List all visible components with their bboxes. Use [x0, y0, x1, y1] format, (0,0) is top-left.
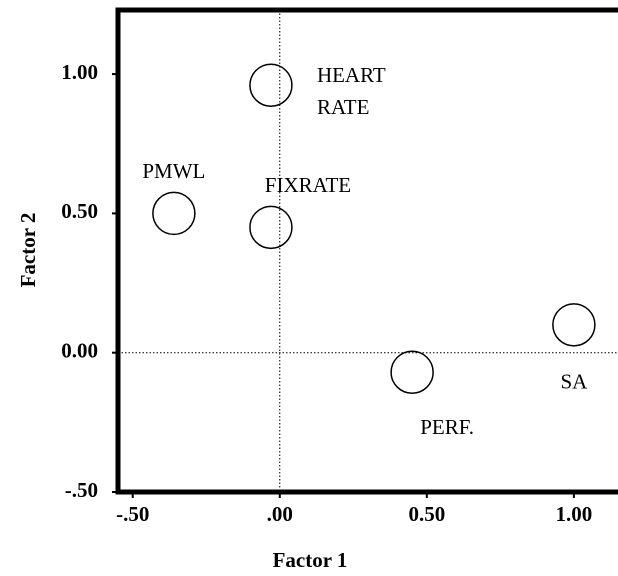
point-label-line: HEART — [317, 63, 386, 87]
point — [390, 350, 434, 394]
point-label: HEART RATE — [317, 63, 386, 119]
point — [152, 191, 196, 236]
y-tick-label: -.50 — [65, 478, 98, 502]
point-label-line: RATE — [317, 95, 370, 119]
x-axis-label: Factor 1 — [273, 548, 348, 572]
point — [552, 303, 596, 347]
x-tick-label: -.50 — [116, 502, 149, 526]
x-tick-label: .00 — [267, 502, 293, 526]
point — [249, 205, 293, 250]
y-tick-label: 0.00 — [61, 339, 98, 363]
point-label: FIXRATE — [265, 173, 351, 197]
x-tick-label: 1.00 — [556, 502, 593, 526]
y-tick-label: 1.00 — [61, 60, 98, 84]
y-axis-label: Factor 2 — [16, 213, 40, 288]
point-label: PMWL — [142, 159, 205, 183]
point-label: PERF. — [420, 415, 474, 439]
point — [249, 63, 293, 107]
y-tick-label: 0.50 — [61, 199, 98, 223]
x-tick-label: 0.50 — [408, 502, 445, 526]
plot-frame — [115, 7, 618, 495]
point-label: SA — [560, 370, 588, 394]
